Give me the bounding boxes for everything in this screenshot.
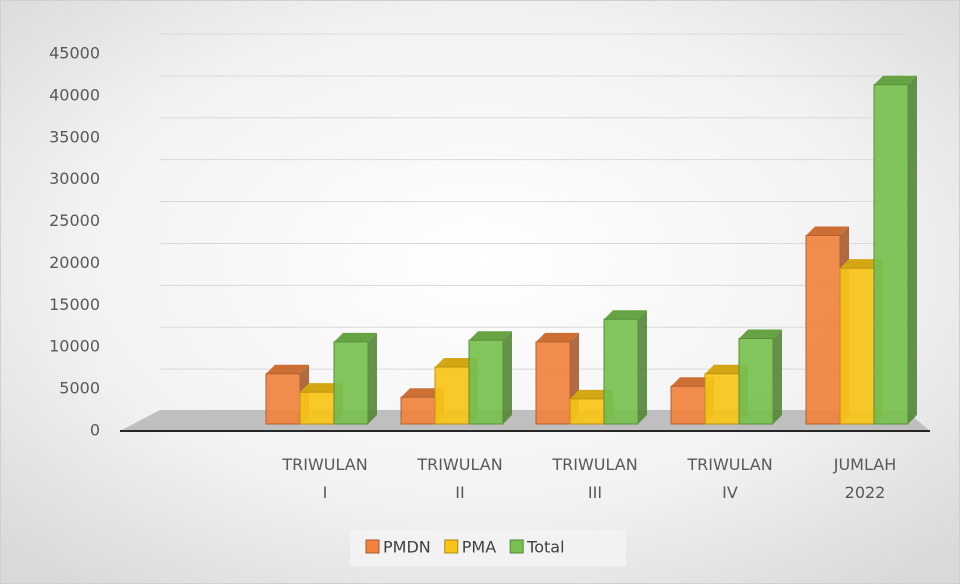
- legend-swatch: [365, 539, 380, 554]
- bar-side: [773, 329, 782, 424]
- bar: [738, 338, 774, 425]
- y-tick-label: 10000: [49, 337, 100, 356]
- y-tick-label: 35000: [49, 127, 100, 146]
- legend-swatch: [444, 539, 459, 554]
- bar-top: [401, 388, 444, 398]
- bar-top: [604, 310, 647, 320]
- legend-swatch: [509, 539, 524, 554]
- x-tick-label-line: TRIWULAN: [416, 455, 502, 474]
- bar: [400, 396, 436, 425]
- bar-top: [536, 332, 579, 342]
- legend-label: Total: [526, 538, 564, 557]
- bar: [468, 339, 504, 425]
- x-tick-label-line: I: [323, 483, 328, 502]
- x-tick-label-line: TRIWULAN: [281, 455, 367, 474]
- bar: [603, 318, 639, 425]
- bar-top: [671, 377, 714, 387]
- bar-top: [806, 226, 849, 236]
- bar-top: [435, 358, 478, 368]
- x-tick-label-line: TRIWULAN: [686, 455, 772, 474]
- y-tick-label: 40000: [49, 85, 100, 104]
- y-tick-label: 15000: [49, 295, 100, 314]
- bar-top: [300, 383, 343, 393]
- x-tick-label-line: TRIWULAN: [551, 455, 637, 474]
- y-tick-label: 5000: [59, 379, 100, 398]
- y-tick-label: 0: [90, 421, 100, 440]
- legend: PMDN PMA Total: [350, 530, 626, 566]
- bar: [265, 373, 301, 425]
- bar: [670, 385, 706, 425]
- bar: [805, 235, 841, 425]
- bar-side: [638, 310, 647, 424]
- legend-label: PMA: [462, 538, 496, 557]
- bar: [704, 373, 740, 425]
- x-tick-label-line: II: [455, 483, 464, 502]
- legend-box: [350, 530, 626, 566]
- bar-top: [705, 364, 748, 374]
- bar: [299, 391, 335, 425]
- bar-top: [469, 331, 512, 341]
- x-tick-label: JUMLAH 2022: [833, 455, 897, 502]
- bar-top: [874, 75, 917, 85]
- y-tick-label: 30000: [49, 169, 100, 188]
- x-tick-label: TRIWULAN I: [281, 455, 367, 502]
- bar-top: [570, 389, 613, 399]
- x-tick-label-line: IV: [722, 483, 738, 502]
- y-tick-label: 20000: [49, 253, 100, 272]
- bar: [535, 341, 571, 425]
- bar: [333, 341, 369, 425]
- y-tick-label: 25000: [49, 211, 100, 230]
- x-tick-label: TRIWULAN III: [551, 455, 637, 502]
- y-tick-label: 45000: [49, 44, 100, 63]
- legend-label: PMDN: [383, 538, 431, 557]
- bar-top: [739, 329, 782, 339]
- x-tick-label: TRIWULAN IV: [686, 455, 772, 502]
- bar-top: [266, 364, 309, 374]
- x-tick-label-line: JUMLAH: [833, 455, 897, 474]
- x-tick-label-line: 2022: [845, 483, 886, 502]
- x-tick-label: TRIWULAN II: [416, 455, 502, 502]
- bar-side: [368, 332, 377, 424]
- bar-top: [334, 332, 377, 342]
- bar: [873, 84, 909, 425]
- bar-side: [908, 75, 917, 424]
- x-tick-label-line: III: [588, 483, 602, 502]
- bar: [569, 398, 605, 425]
- bar-top: [840, 259, 883, 269]
- bar: [839, 267, 875, 425]
- bar-side: [503, 331, 512, 424]
- bar: [434, 366, 470, 425]
